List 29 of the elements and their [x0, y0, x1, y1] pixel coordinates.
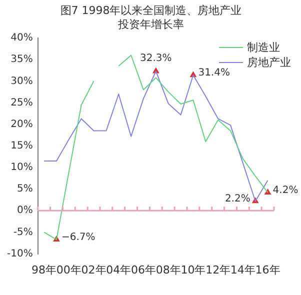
y-tick-label: 20%	[10, 118, 33, 130]
y-tick-label: 35%	[10, 54, 33, 66]
y-tick-label: 30%	[10, 76, 33, 87]
x-tick-label: 00年	[56, 263, 82, 276]
x-tick-label: 08年	[156, 263, 181, 276]
data-label: 31.4%	[198, 68, 230, 79]
y-tick-label: -10%	[6, 248, 33, 260]
y-tick-label: 10%	[10, 162, 33, 174]
x-tick-label: 02年	[81, 263, 106, 276]
legend-label: 房地产业	[247, 55, 291, 70]
x-tick-label: 12年	[206, 263, 231, 276]
x-tick-label: 10年	[180, 263, 206, 276]
data-label: −6.7%	[61, 232, 96, 244]
x-tick-label: 14年	[230, 263, 256, 276]
x-tick-label: 16年	[255, 263, 280, 276]
x-tick-label: 06年	[130, 263, 156, 276]
y-tick-label: 25%	[10, 97, 33, 108]
y-tick-label: 5%	[16, 184, 33, 195]
data-label: 32.3%	[140, 52, 172, 64]
legend-label: 制造业	[247, 40, 280, 55]
x-tick-label: 04年	[106, 263, 132, 276]
y-tick-label: 0%	[16, 205, 33, 216]
y-tick-label: -5%	[13, 226, 33, 238]
y-tick-label: 15%	[10, 140, 33, 152]
chart-title: 图7 1998年以来全国制造、房地产业投资年增长率	[59, 4, 243, 32]
data-label: 4.2%	[272, 185, 298, 196]
x-tick-label: 98年	[32, 263, 57, 276]
data-label: 2.2%	[224, 194, 250, 205]
y-tick-label: 40%	[10, 32, 33, 44]
